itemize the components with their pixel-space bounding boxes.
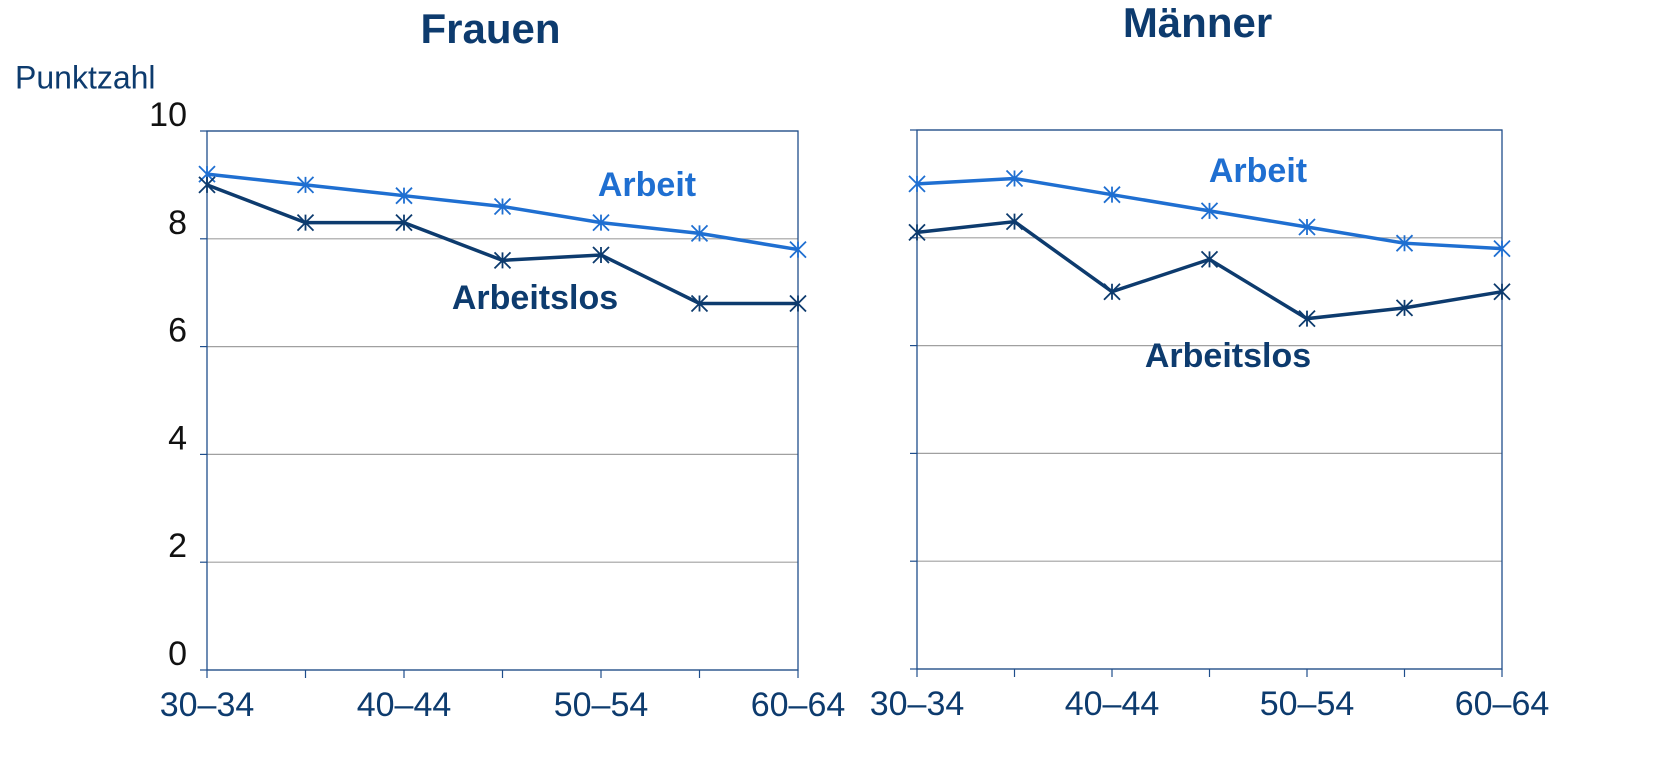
point-marker <box>789 294 807 313</box>
x-tick-label: 30–34 <box>160 686 255 724</box>
chart-title: Männer <box>1123 0 1272 46</box>
point-marker <box>592 213 610 232</box>
y-tick-label: 8 <box>168 204 187 242</box>
point-marker <box>789 240 807 259</box>
point-marker <box>690 294 709 313</box>
point-marker <box>1493 283 1511 301</box>
point-marker <box>493 251 512 269</box>
x-tick-label: 30–34 <box>870 685 965 723</box>
point-marker <box>1298 310 1316 328</box>
y-tick-label: 0 <box>168 635 187 673</box>
y-tick-label: 6 <box>168 312 187 350</box>
point-marker <box>1200 202 1219 220</box>
point-marker <box>1395 234 1414 252</box>
point-marker <box>493 197 512 216</box>
point-marker <box>1200 250 1219 268</box>
point-marker <box>1493 239 1511 258</box>
point-marker <box>1005 169 1024 188</box>
series-line <box>916 219 1503 321</box>
point-marker <box>1298 218 1316 236</box>
y-tick-label: 2 <box>168 527 187 565</box>
point-marker <box>690 224 709 243</box>
x-tick-label: 40–44 <box>1065 685 1160 723</box>
x-tick-label: 50–54 <box>554 686 649 724</box>
x-tick-label: 60–64 <box>1455 685 1550 723</box>
point-marker <box>1103 186 1121 204</box>
series-label: Arbeit <box>1209 152 1307 190</box>
point-marker <box>296 213 315 232</box>
series-label: Arbeit <box>598 166 696 204</box>
chart-title: Frauen <box>420 5 560 52</box>
series-label: Arbeitslos <box>1145 337 1311 375</box>
point-marker <box>1005 212 1024 231</box>
point-marker <box>198 176 216 194</box>
point-marker <box>1103 283 1121 301</box>
x-tick-label: 60–64 <box>751 686 846 724</box>
point-marker <box>908 223 926 242</box>
x-tick-label: 40–44 <box>357 686 452 724</box>
point-marker <box>296 176 315 194</box>
point-marker <box>395 187 413 205</box>
x-tick-label: 50–54 <box>1260 685 1355 723</box>
series-label: Arbeitslos <box>452 279 618 317</box>
y-tick-label: 4 <box>168 419 187 457</box>
point-marker <box>1395 299 1414 317</box>
point-marker <box>908 175 926 193</box>
point-marker <box>395 213 413 232</box>
point-marker <box>592 246 610 264</box>
y-tick-label: 10 <box>149 96 187 134</box>
y-axis-label: Punktzahl <box>15 59 156 95</box>
